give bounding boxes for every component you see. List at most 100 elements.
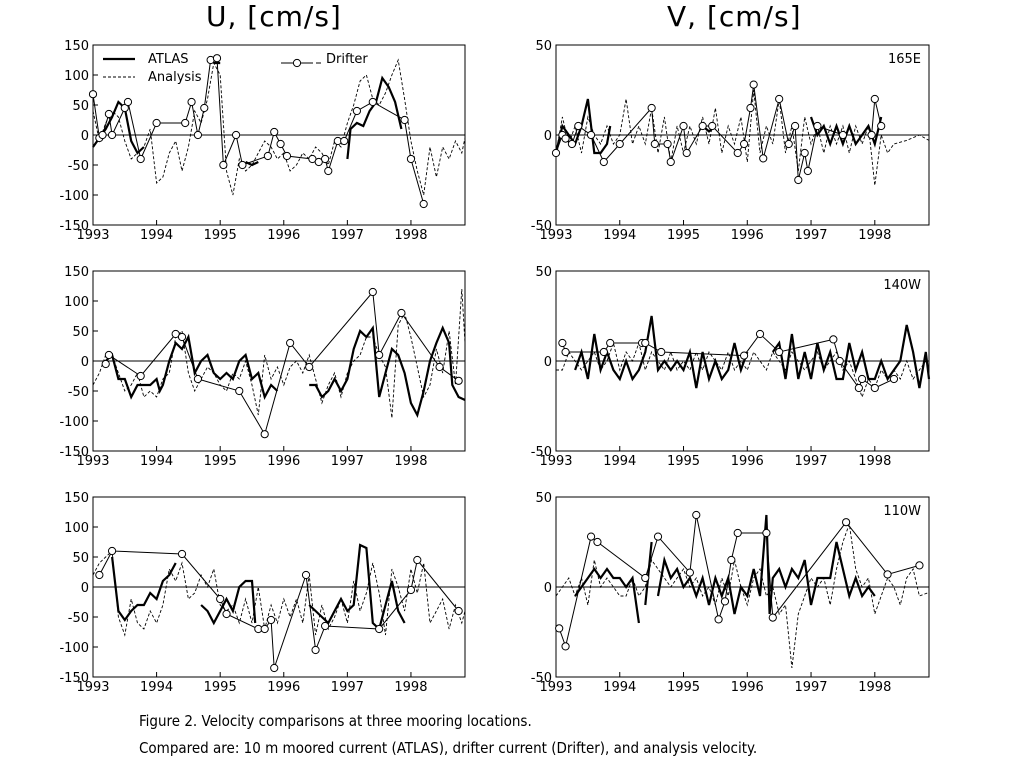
drifter-point — [784, 139, 793, 149]
series-line-drifter — [561, 333, 895, 390]
drifter-point — [650, 139, 659, 149]
drifter-point — [803, 166, 812, 176]
drifter-point — [685, 568, 694, 577]
drifter-point — [231, 130, 241, 140]
drifter-point — [305, 362, 314, 372]
drifter-point — [98, 130, 107, 140]
x-tick-label: 1993 — [76, 680, 109, 695]
drifter-point — [136, 154, 145, 164]
y-tick-label: 100 — [64, 521, 89, 536]
drifter-point — [606, 338, 615, 348]
location-label: 165E — [888, 52, 921, 67]
drifter-point — [406, 154, 416, 164]
drifter-point — [321, 154, 330, 164]
drifter-point — [679, 121, 688, 131]
drifter-point — [375, 624, 384, 634]
x-tick-label: 1996 — [267, 680, 300, 695]
y-tick-label: 0 — [81, 581, 89, 596]
x-tick-label: 1997 — [794, 680, 827, 695]
series-line-analysis — [92, 58, 466, 196]
drifter-point — [567, 139, 577, 149]
y-tick-label: -50 — [68, 385, 89, 400]
drifter-point — [123, 97, 133, 107]
drifter-point — [749, 80, 758, 89]
legend-label-drifter: Drifter — [326, 52, 368, 67]
drifter-point — [152, 118, 161, 128]
x-tick-label: 1995 — [667, 454, 700, 469]
drifter-point — [276, 139, 285, 149]
drifter-point — [641, 573, 650, 583]
drifter-point — [682, 148, 691, 158]
drifter-point — [835, 356, 844, 366]
series-line-atlas — [574, 514, 876, 624]
y-tick-label: 150 — [64, 39, 89, 54]
drifter-point — [561, 347, 570, 357]
drifter-point — [829, 335, 838, 344]
drifter-point — [889, 374, 899, 384]
drifter-point — [641, 338, 650, 348]
y-tick-label: -50 — [531, 445, 552, 460]
drifter-point — [838, 130, 848, 140]
y-tick-label: 150 — [64, 265, 89, 280]
drifter-point — [733, 148, 742, 158]
series-line-atlas — [104, 324, 466, 418]
series-line-drifter — [92, 57, 425, 205]
drifter-point — [311, 645, 320, 655]
y-tick-label: 0 — [544, 355, 552, 370]
drifter-point — [321, 621, 330, 631]
x-tick-label: 1994 — [140, 228, 173, 243]
drifter-point — [733, 528, 742, 538]
x-tick-label: 1998 — [858, 454, 891, 469]
y-tick-label: 0 — [544, 129, 552, 144]
drifter-point — [555, 624, 564, 633]
drifter-point — [762, 528, 771, 538]
x-tick-label: 1993 — [539, 228, 572, 243]
y-tick-label: -50 — [531, 219, 552, 234]
drifter-point — [216, 594, 225, 604]
drifter-point — [720, 597, 730, 606]
x-tick-label: 1997 — [331, 228, 364, 243]
x-tick-label: 1998 — [394, 454, 427, 469]
drifter-point — [107, 130, 117, 140]
drifter-point — [791, 121, 800, 131]
x-tick-label: 1994 — [603, 228, 636, 243]
y-tick-label: 100 — [64, 69, 89, 84]
legend-label-atlas: ATLAS — [148, 52, 189, 67]
drifter-point — [698, 121, 707, 131]
drifter-point — [263, 151, 272, 161]
x-tick-label: 1996 — [731, 680, 764, 695]
y-tick-label: 150 — [64, 491, 89, 506]
location-label: 110W — [883, 504, 921, 519]
drifter-point — [692, 510, 701, 520]
drifter-point — [663, 139, 672, 149]
drifter-point — [419, 199, 428, 209]
x-tick-label: 1997 — [331, 454, 364, 469]
y-tick-label: -100 — [59, 641, 89, 656]
y-tick-label: -50 — [68, 611, 89, 626]
y-tick-label: 50 — [535, 491, 552, 506]
drifter-point — [867, 130, 876, 140]
x-tick-label: 1994 — [603, 680, 636, 695]
drifter-point — [759, 154, 768, 163]
drifter-point — [187, 97, 196, 107]
x-tick-label: 1995 — [204, 680, 237, 695]
x-tick-label: 1998 — [858, 228, 891, 243]
drifter-point — [260, 430, 269, 439]
drifter-point — [260, 624, 269, 634]
drifter-point — [755, 329, 765, 339]
y-tick-label: -150 — [59, 445, 89, 460]
drifter-point — [107, 546, 117, 556]
drifter-point — [324, 166, 333, 176]
x-tick-label: 1993 — [76, 228, 109, 243]
drifter-point — [104, 350, 113, 360]
legend-label-analysis: Analysis — [148, 70, 202, 85]
drifter-point — [222, 609, 231, 619]
legend: ATLAS Analysis Drifter — [103, 52, 368, 85]
drifter-point — [181, 118, 190, 128]
figure-caption-line1: Figure 2. Velocity comparisons at three … — [139, 712, 532, 730]
y-tick-label: 50 — [72, 551, 89, 566]
